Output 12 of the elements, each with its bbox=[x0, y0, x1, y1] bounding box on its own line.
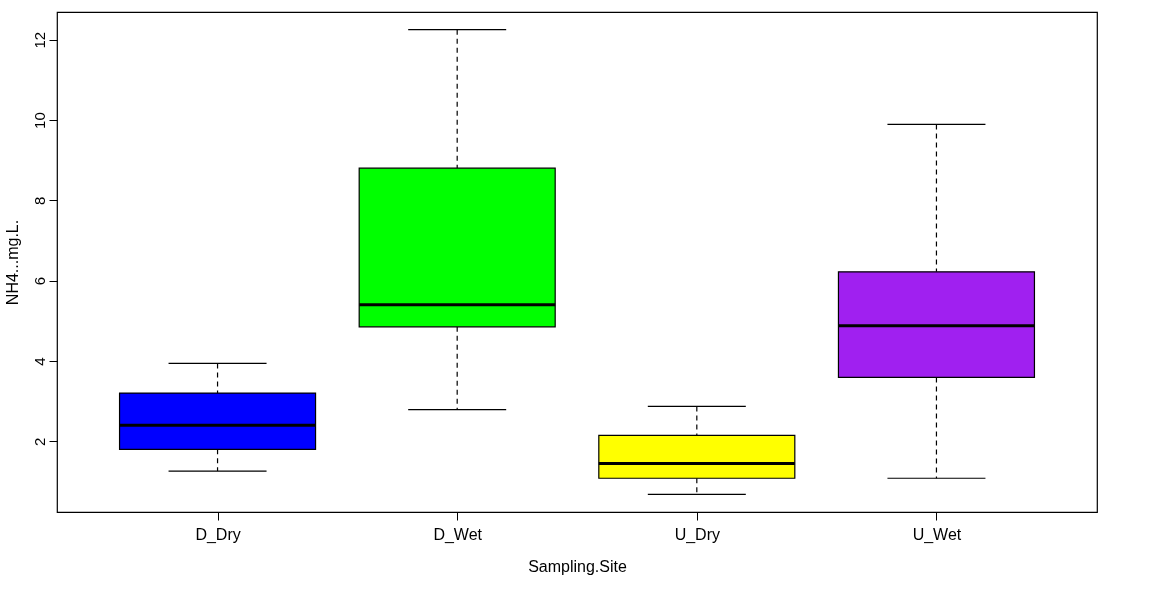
y-tick-label: 10 bbox=[30, 112, 48, 129]
y-axis-title: NH4...mg.L. bbox=[3, 219, 21, 306]
x-tick-label: U_Dry bbox=[674, 525, 720, 544]
y-tick-label: 6 bbox=[30, 277, 48, 286]
y-tick-label: 4 bbox=[30, 357, 48, 366]
x-tick-label: U_Wet bbox=[912, 525, 962, 544]
y-tick-label: 2 bbox=[30, 437, 48, 446]
x-tick-label: D_Dry bbox=[195, 525, 241, 544]
x-axis-title: Sampling.Site bbox=[528, 557, 627, 575]
x-tick-label: D_Wet bbox=[433, 525, 483, 544]
y-tick-label: 8 bbox=[30, 196, 48, 206]
y-tick-label: 12 bbox=[30, 31, 48, 49]
